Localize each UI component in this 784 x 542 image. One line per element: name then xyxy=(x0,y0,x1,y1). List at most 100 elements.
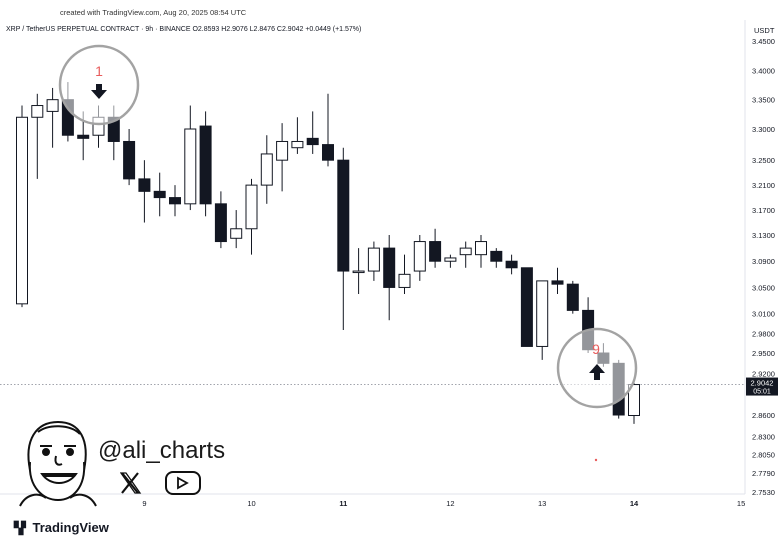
candle[interactable] xyxy=(475,235,487,268)
tradingview-footer-logo[interactable]: ▚▘ TradingView xyxy=(14,520,109,535)
candle[interactable] xyxy=(413,235,426,281)
time-tick-label: 11 xyxy=(339,499,347,508)
candle[interactable] xyxy=(16,105,28,308)
candle[interactable] xyxy=(184,105,197,211)
candle-body-down xyxy=(383,247,396,288)
price-tick-label: 3.2500 xyxy=(752,156,775,165)
candle[interactable] xyxy=(291,117,304,154)
arrow-down-icon xyxy=(91,84,107,99)
bottom-sequential-marker: 9 xyxy=(556,327,638,409)
last-price-label: 2.9042 05:01 xyxy=(746,377,778,396)
candle-body-down xyxy=(490,250,503,262)
candle-body-down xyxy=(566,283,579,311)
price-tick-label: 3.4000 xyxy=(752,66,775,75)
price-tick-label: 2.7790 xyxy=(752,469,775,478)
price-tick-label: 3.1300 xyxy=(752,231,775,240)
price-tick-label: 2.9200 xyxy=(752,370,775,379)
time-tick-label: 14 xyxy=(630,499,639,508)
candle-body-down xyxy=(429,241,442,262)
candle[interactable] xyxy=(245,178,258,255)
candle-body-down xyxy=(551,280,564,285)
candle-body-down xyxy=(199,125,212,205)
arrow-up-icon xyxy=(589,364,605,380)
author-handle[interactable]: @ali_charts xyxy=(98,437,226,464)
candle-body-up xyxy=(46,99,59,112)
candle[interactable] xyxy=(551,267,564,294)
candle-body-up xyxy=(444,257,457,262)
candle[interactable] xyxy=(520,267,533,347)
candle[interactable] xyxy=(322,93,334,167)
candle[interactable] xyxy=(383,235,396,321)
candle[interactable] xyxy=(367,241,380,281)
candle[interactable] xyxy=(429,228,442,268)
candle-body-up xyxy=(367,247,380,272)
price-tick-label: 2.8300 xyxy=(752,433,775,442)
price-tick-label: 3.1700 xyxy=(752,206,775,215)
candle-body-up xyxy=(398,273,411,288)
candle-body-up xyxy=(628,384,640,417)
candle[interactable] xyxy=(31,93,44,179)
watermark-bar: created with TradingView.com, Aug 20, 20… xyxy=(0,0,784,20)
price-tick-label: 2.8050 xyxy=(752,451,775,460)
candle-body-up xyxy=(245,184,258,230)
candle-body-down xyxy=(138,178,151,192)
candle[interactable] xyxy=(490,248,503,268)
x-logo-icon[interactable] xyxy=(120,472,142,494)
candle-body-down xyxy=(123,140,136,180)
candle-body-down xyxy=(520,267,533,347)
candle[interactable] xyxy=(123,129,136,186)
price-tick-label: 2.7530 xyxy=(752,488,775,497)
candle[interactable] xyxy=(505,254,518,275)
price-tick-label: 3.3500 xyxy=(752,96,775,105)
candle[interactable] xyxy=(398,254,411,294)
candle[interactable] xyxy=(306,111,319,154)
price-tick-label: 3.0900 xyxy=(752,257,775,266)
candle-body-down xyxy=(337,159,350,272)
time-tick-label: 12 xyxy=(446,499,454,508)
candle[interactable] xyxy=(276,123,289,192)
candle[interactable] xyxy=(352,248,365,294)
candle[interactable] xyxy=(199,111,212,217)
candle-body-down xyxy=(169,197,181,205)
price-axis[interactable]: 3.4500 3.4000 3.3500 3.3000 3.2500 3.2100 3.17… xyxy=(752,37,775,497)
candle-body-down xyxy=(153,190,166,199)
price-tick-label: 2.9500 xyxy=(752,349,775,358)
symbol-info-line: XRP / TetherUS PERPETUAL CONTRACT · 9h ·… xyxy=(6,26,362,33)
candle[interactable] xyxy=(566,280,579,314)
candle[interactable] xyxy=(230,210,243,249)
candle[interactable] xyxy=(153,172,166,217)
tradingview-wordmark: TradingView xyxy=(32,520,109,535)
marker-number-top: 1 xyxy=(95,63,103,79)
candle[interactable] xyxy=(459,241,472,268)
bar-countdown: 05:01 xyxy=(753,389,771,396)
time-axis[interactable]: 91011121314151617181920212223 xyxy=(142,499,784,508)
social-icons xyxy=(120,471,201,495)
candle[interactable] xyxy=(337,147,350,331)
candle[interactable] xyxy=(169,185,181,217)
price-tick-label: 3.3000 xyxy=(752,125,775,134)
price-tick-label: 3.0500 xyxy=(752,283,775,292)
candle-body-up xyxy=(184,128,197,205)
candles-group xyxy=(16,82,640,424)
time-tick-label: 13 xyxy=(538,499,546,508)
candle[interactable] xyxy=(628,382,640,424)
candle-body-up xyxy=(16,116,28,305)
candle[interactable] xyxy=(138,160,151,223)
candle-body-up xyxy=(475,241,487,256)
price-tick-label: 3.2100 xyxy=(752,181,775,190)
candle[interactable] xyxy=(536,280,549,360)
currency-label: USDT xyxy=(754,26,775,35)
candle-body-up xyxy=(31,105,44,118)
candle[interactable] xyxy=(444,254,457,268)
candle[interactable] xyxy=(214,191,227,249)
candle-body-up xyxy=(459,247,472,256)
price-tick-label: 2.8600 xyxy=(752,411,775,420)
candle[interactable] xyxy=(260,135,273,204)
youtube-icon[interactable] xyxy=(165,471,201,495)
price-tick-label: 2.9800 xyxy=(752,329,775,338)
candle-body-up xyxy=(230,228,243,239)
created-with-text: created with TradingView.com, Aug 20, 20… xyxy=(60,8,247,17)
price-tick-label: 3.4500 xyxy=(752,37,775,46)
candle[interactable] xyxy=(46,87,59,148)
